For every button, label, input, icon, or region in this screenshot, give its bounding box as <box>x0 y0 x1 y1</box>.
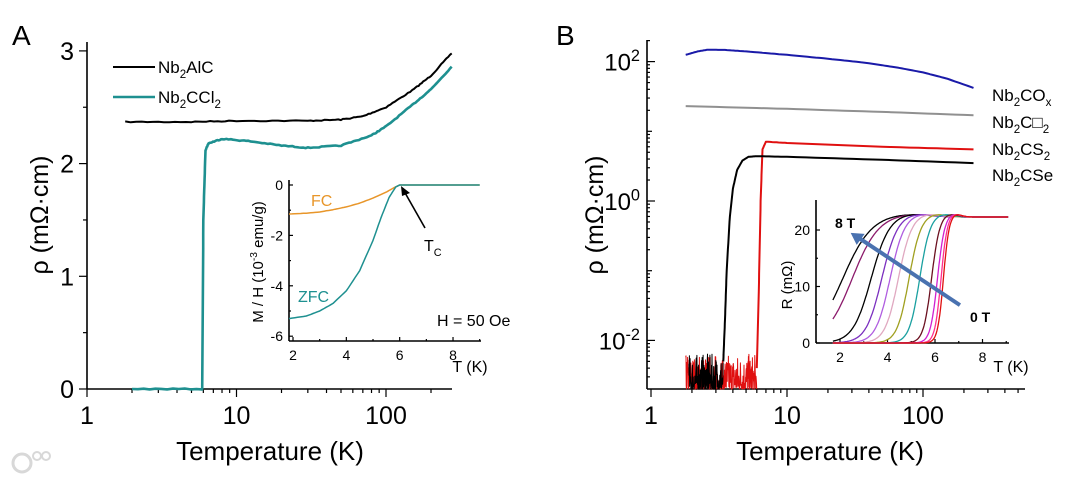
y-tick-label: 0 <box>60 376 74 404</box>
inset-x-tick-label: 8 <box>449 347 457 363</box>
watermark-logo <box>11 451 51 474</box>
inset-x-axis-label: T (K) <box>452 359 487 376</box>
inset-x-tick-label: 6 <box>931 349 939 365</box>
x-tick-label: 10 <box>223 402 251 430</box>
inset-y-tick-label: -4 <box>271 278 284 294</box>
y-axis-label: ρ (mΩ·cm) <box>26 156 54 275</box>
x-axis-label: Temperature (K) <box>176 436 364 466</box>
panel-label-b: B <box>556 20 575 51</box>
field-arrow <box>857 236 962 307</box>
inset-y-axis-label: R (mΩ) <box>779 261 796 310</box>
series-line <box>685 48 974 89</box>
inset-x-tick-label: 4 <box>342 347 350 363</box>
inset-y-tick-label: -6 <box>271 328 284 344</box>
inset-x-tick-label: 2 <box>289 347 297 363</box>
field-label-0t: 0 T <box>970 309 991 325</box>
inset-x-tick-label: 4 <box>884 349 892 365</box>
x-tick-label: 100 <box>365 402 407 430</box>
series-line <box>685 105 974 117</box>
y-tick-label: 3 <box>60 38 74 66</box>
tc-label: TC <box>424 238 442 259</box>
field-label-8t: 8 T <box>835 215 856 231</box>
inset-y-tick-label: 0 <box>802 335 810 351</box>
inset-series-line <box>288 184 480 320</box>
inset-y-tick-label: 0 <box>275 177 283 193</box>
tc-arrow <box>403 190 426 229</box>
tc-arrowhead <box>401 186 410 196</box>
series-line <box>125 52 453 124</box>
y-tick-label: 2 <box>60 151 74 179</box>
series-label: Nb2C□2 <box>992 113 1049 136</box>
y-axis-label: ρ (mΩ·cm) <box>581 156 609 275</box>
series-line <box>131 65 453 391</box>
inset-series-label: ZFC <box>298 289 329 306</box>
series-label: Nb2CS2 <box>992 140 1050 163</box>
x-axis-label: Temperature (K) <box>736 436 924 466</box>
inset-x-axis-label: T (K) <box>993 359 1028 376</box>
legend-label: Nb2AlC <box>158 58 214 81</box>
inset-y-tick-label: 20 <box>794 222 810 238</box>
legend-label: Nb2CCl2 <box>158 88 221 111</box>
panel-label-a: A <box>12 20 31 51</box>
noise-floor-black <box>688 353 724 390</box>
inset-field-curve <box>832 214 1009 301</box>
inset-y-tick-label: -2 <box>271 227 284 243</box>
inset-x-tick-label: 6 <box>396 347 404 363</box>
series-label: Nb2CSe <box>992 166 1053 189</box>
series-line <box>755 140 974 369</box>
x-tick-label: 1 <box>80 402 94 430</box>
series-label: Nb2COx <box>992 86 1052 109</box>
inset-x-tick-label: 2 <box>836 349 844 365</box>
x-tick-label: 1 <box>644 402 658 430</box>
inset-field-curve <box>832 214 1009 344</box>
field-annotation: H = 50 Oe <box>437 313 510 330</box>
y-tick-label: 102 <box>604 47 640 77</box>
inset-series-label: FC <box>311 193 332 210</box>
inset-y-tick-label: 10 <box>794 279 810 295</box>
y-tick-label: 10-2 <box>599 326 640 356</box>
inset-y-axis-label: M / H (10-3 emu/g) <box>249 201 267 323</box>
inset-x-tick-label: 8 <box>979 349 987 365</box>
y-tick-label: 100 <box>604 186 640 216</box>
x-tick-label: 10 <box>773 402 801 430</box>
field-arrowhead <box>850 232 865 245</box>
series-line <box>722 155 974 362</box>
x-tick-label: 100 <box>902 402 944 430</box>
y-tick-label: 1 <box>60 263 74 291</box>
